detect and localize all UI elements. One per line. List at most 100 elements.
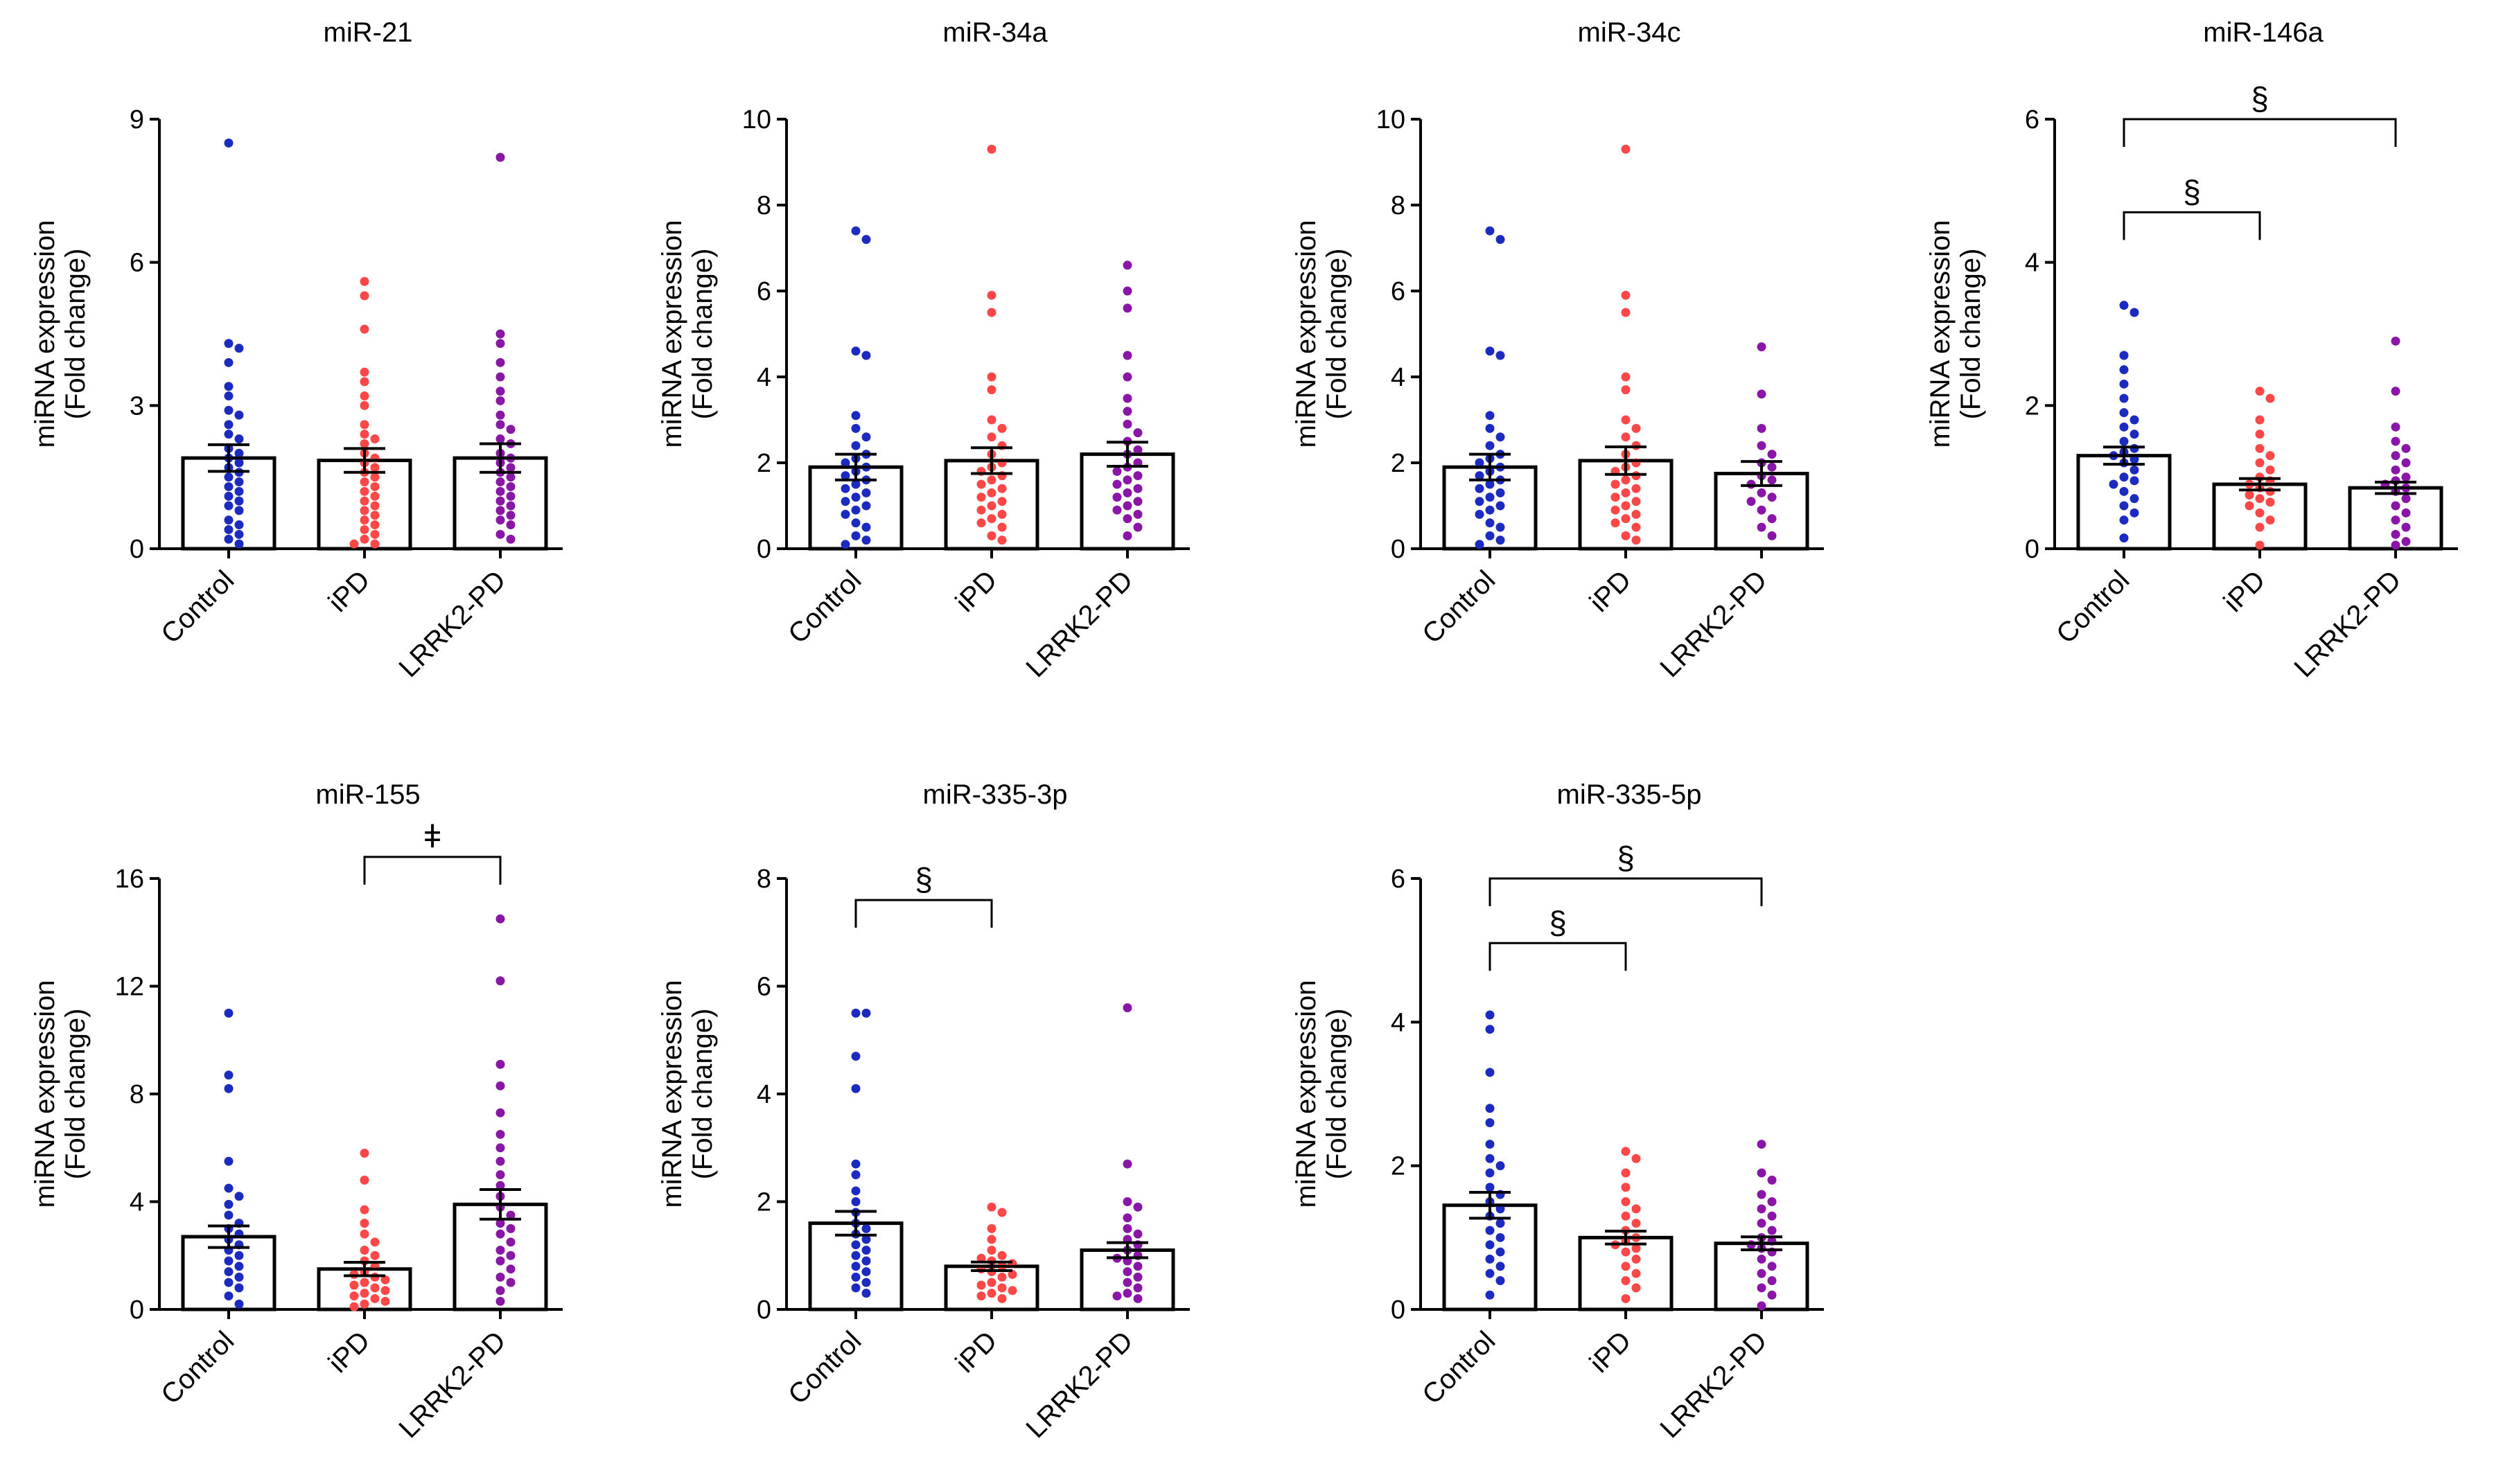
data-point [976,1280,986,1290]
data-point [2255,522,2265,532]
data-point [1133,1229,1143,1239]
data-point [851,493,861,502]
data-point [1757,389,1766,399]
data-point [2255,415,2265,425]
data-point [495,1181,505,1190]
data-point [1631,536,1641,545]
data-point [380,1275,390,1284]
data-point [861,501,871,511]
y-tick-label: 16 [115,865,144,894]
data-point [997,536,1007,545]
y-axis-label: miRNA expression [30,220,60,448]
data-point [1621,372,1631,382]
data-point [495,1286,505,1296]
data-point [360,439,369,448]
data-point [841,471,850,481]
data-point [1767,1211,1777,1221]
y-tick-label: 0 [2025,535,2039,564]
data-point [495,914,505,924]
data-point [1767,531,1777,540]
data-point [1757,342,1766,352]
data-point [1495,1262,1505,1271]
x-tick-label: LRRK2-PD [393,1325,511,1444]
data-point [2265,394,2275,403]
data-point [851,1170,861,1180]
data-point [349,1280,359,1290]
data-point [1746,497,1756,506]
data-point [1123,419,1132,429]
data-point [234,448,244,458]
data-point [370,1293,380,1303]
data-point [495,434,505,444]
data-point [1495,432,1505,442]
data-point [987,1235,996,1244]
data-point [1631,484,1641,493]
data-point [2255,443,2265,453]
data-point [997,484,1007,493]
data-point [2401,522,2411,532]
data-point [495,976,505,986]
data-point [861,1256,871,1266]
x-tick-label: Control [155,565,240,649]
data-point [841,540,850,549]
data-point [861,1267,871,1277]
data-point [841,458,850,468]
y-axis-label: (Fold change) [1321,249,1352,420]
significance-marker: ǂ [423,818,442,854]
data-point [997,1272,1007,1282]
data-point [495,515,505,525]
data-point [1485,1025,1495,1034]
data-point [1757,505,1766,515]
data-point [2391,529,2400,539]
data-point [1112,505,1122,515]
data-point [2255,430,2265,439]
significance-marker: § [1617,840,1635,876]
data-point [1757,1301,1766,1311]
data-point [1485,226,1495,236]
data-point [234,1299,244,1309]
data-point [987,1289,996,1298]
data-point [224,138,234,148]
x-tick-label: LRRK2-PD [1654,1325,1773,1444]
y-tick-label: 0 [1391,1296,1405,1325]
data-point [997,1251,1007,1260]
data-point [1123,1224,1132,1233]
data-point [1112,466,1122,476]
significance-bracket [1489,877,1763,906]
data-point [851,1240,861,1250]
data-point [495,1219,505,1228]
significance-marker: § [2251,80,2269,116]
data-point [987,1224,996,1233]
data-point [360,1245,369,1255]
data-point [234,486,244,496]
data-point [2391,501,2400,511]
data-point [861,432,871,442]
data-point [2391,336,2400,346]
data-point [1495,522,1505,532]
data-point [2129,508,2139,518]
data-point [851,1186,861,1196]
data-point [1475,497,1484,506]
data-point [851,531,861,540]
data-point [861,235,871,245]
data-point [851,1159,861,1169]
data-point [2391,451,2400,461]
data-point [851,479,861,489]
data-point [224,1210,234,1220]
data-point [1475,471,1484,481]
y-tick-label: 8 [757,865,771,894]
data-point [1475,540,1484,549]
data-point [2255,494,2265,504]
data-point [987,501,996,511]
data-point [495,486,505,496]
data-point [495,357,505,367]
data-point [861,522,871,532]
x-tick-label: Control [1416,1325,1501,1410]
y-tick-label: 0 [1391,535,1405,564]
data-point [224,534,234,544]
data-point [1123,372,1132,382]
data-point [234,1262,244,1271]
x-tick-label: Control [782,565,867,649]
data-point [224,482,234,491]
